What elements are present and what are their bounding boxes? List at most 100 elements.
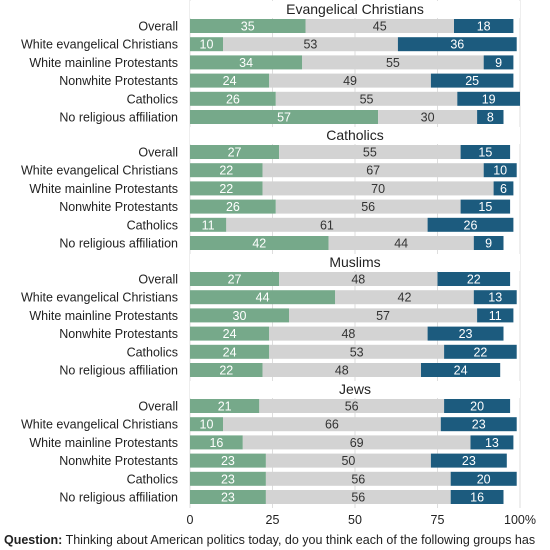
bar-segment [265, 490, 451, 504]
data-label: 66 [325, 418, 339, 432]
bar-segment [275, 91, 458, 106]
bar-segment [450, 471, 517, 486]
x-tick-label: 25 [266, 513, 280, 527]
bar-segment [190, 272, 280, 286]
bar-segment [190, 145, 280, 159]
data-label: 23 [459, 327, 473, 341]
bar-segment [473, 236, 504, 250]
data-label: 13 [485, 436, 499, 450]
category-label: White evangelical Christians [21, 164, 178, 178]
category-label: No religious affiliation [59, 237, 178, 251]
bar-segment [444, 399, 511, 413]
category-label: Catholics [127, 472, 178, 486]
data-label: 22 [467, 273, 481, 287]
data-label: 8 [487, 111, 494, 125]
bar-segment [440, 417, 517, 432]
bar-segment [265, 453, 431, 468]
x-tick-label: 0 [187, 513, 194, 527]
data-label: 20 [477, 472, 491, 486]
bar-segment [450, 490, 504, 504]
data-label: 15 [478, 200, 492, 214]
data-label: 21 [218, 400, 232, 414]
data-label: 67 [366, 164, 380, 178]
bar-segment [275, 199, 461, 214]
category-label: No religious affiliation [59, 491, 178, 505]
bar-segment [190, 73, 270, 88]
data-label: 56 [351, 472, 365, 486]
panel-title: Jews [339, 381, 371, 397]
data-label: 48 [341, 327, 355, 341]
data-label: 48 [335, 364, 349, 378]
bar-segment [262, 363, 421, 377]
data-label: 23 [221, 491, 235, 505]
data-label: 30 [421, 111, 435, 125]
data-label: 24 [454, 364, 468, 378]
bar-segment [493, 181, 514, 196]
bar-segment [427, 326, 504, 341]
bar-segment [430, 453, 507, 468]
data-label: 44 [256, 291, 270, 305]
category-label: White mainline Protestants [29, 56, 178, 70]
bar-segment [262, 181, 494, 196]
bar-segment [289, 308, 478, 323]
data-label: 56 [345, 400, 359, 414]
bar-segment [190, 217, 227, 232]
category-label: White mainline Protestants [29, 436, 178, 450]
data-label: 42 [252, 237, 266, 251]
category-label: Overall [138, 146, 178, 160]
bar-segment [265, 471, 451, 486]
x-tick-label: 100% [504, 513, 536, 527]
bar-segment [279, 272, 438, 286]
data-label: 15 [478, 146, 492, 160]
data-label: 48 [351, 273, 365, 287]
data-label: 10 [200, 418, 214, 432]
bar-segment [190, 19, 306, 33]
bar-segment [397, 37, 517, 52]
data-label: 20 [470, 400, 484, 414]
data-label: 26 [226, 200, 240, 214]
bar-segment [328, 236, 474, 250]
data-label: 16 [209, 436, 223, 450]
bar-segment [470, 435, 514, 450]
category-label: Nonwhite Protestants [59, 327, 178, 341]
data-label: 10 [493, 164, 507, 178]
bar-segment [190, 308, 289, 323]
data-label: 50 [341, 454, 355, 468]
category-label: White mainline Protestants [29, 182, 178, 196]
category-label: Overall [138, 400, 178, 414]
data-label: 23 [462, 454, 476, 468]
bar-segment [269, 326, 428, 341]
bar-segment [190, 453, 266, 468]
category-label: White evangelical Christians [21, 418, 178, 432]
data-label: 26 [464, 218, 478, 232]
data-label: 55 [360, 92, 374, 106]
category-label: White evangelical Christians [21, 38, 178, 52]
data-label: 9 [485, 237, 492, 251]
data-label: 57 [277, 111, 291, 125]
data-label: 55 [386, 56, 400, 70]
data-label: 23 [221, 454, 235, 468]
category-label: Nonwhite Protestants [59, 74, 178, 88]
category-label: No religious affiliation [59, 364, 178, 378]
bar-segment [190, 290, 336, 305]
bar-segment [430, 73, 514, 88]
data-label: 18 [477, 20, 491, 34]
data-label: 56 [361, 200, 375, 214]
data-label: 70 [371, 182, 385, 196]
category-label: Catholics [127, 345, 178, 359]
data-label: 19 [482, 92, 496, 106]
data-label: 34 [239, 56, 253, 70]
bar-segment [190, 181, 263, 196]
panel-title-band [190, 1, 520, 18]
bar-segment [242, 435, 471, 450]
bar-segment [190, 199, 276, 214]
data-label: 69 [350, 436, 364, 450]
category-label: Catholics [127, 92, 178, 106]
panel-title-band [190, 254, 520, 271]
bar-segment [279, 145, 461, 159]
data-label: 35 [241, 20, 255, 34]
bar-segment [437, 272, 511, 286]
bar-segment [190, 163, 263, 178]
bar-segment [473, 290, 517, 305]
panel-title: Muslims [329, 254, 380, 270]
